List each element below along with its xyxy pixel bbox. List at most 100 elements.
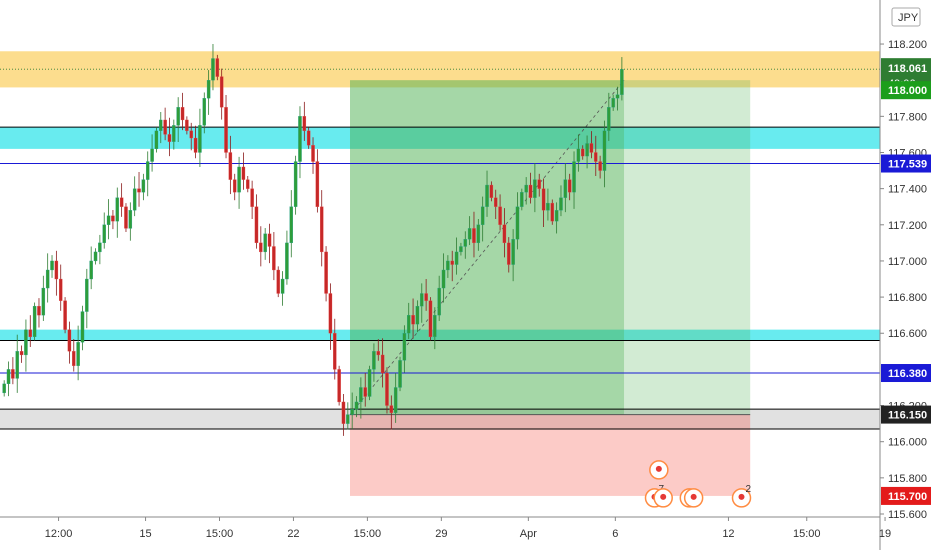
candle-body xyxy=(206,80,211,99)
candle-body xyxy=(219,76,224,108)
candle-body xyxy=(59,278,63,301)
candle-body xyxy=(63,300,67,330)
candle-body xyxy=(493,197,498,207)
x-tick-label: 15:00 xyxy=(793,528,821,540)
candle-body xyxy=(450,260,454,265)
price-label-bg xyxy=(881,81,931,100)
candle-body xyxy=(363,387,367,397)
candle-body xyxy=(202,98,206,126)
candle-body xyxy=(324,251,328,294)
candle-body xyxy=(19,351,24,356)
candle-body xyxy=(124,206,128,229)
currency-badge xyxy=(891,7,921,27)
candle-body xyxy=(541,188,546,211)
candle-body xyxy=(446,260,450,271)
candle-body xyxy=(185,119,189,131)
candle-body xyxy=(32,305,37,338)
candle-body xyxy=(428,300,433,338)
candle-body xyxy=(585,143,589,157)
price-label-bg xyxy=(881,486,931,505)
candle-body xyxy=(54,260,59,280)
y-tick-label: 116.600 xyxy=(888,328,927,340)
candle-body xyxy=(398,360,402,388)
candle-body xyxy=(298,116,302,162)
candle-body xyxy=(467,228,472,240)
candle-body xyxy=(280,278,285,294)
y-tick-label: 116.800 xyxy=(888,292,927,304)
candle-body xyxy=(254,206,259,244)
event-count: 2 xyxy=(746,484,752,495)
event-marker-dot xyxy=(690,493,697,500)
candle-body xyxy=(463,239,468,247)
candle-body xyxy=(328,293,333,334)
candle-body xyxy=(228,152,233,180)
candle-body xyxy=(132,188,137,211)
candle-body xyxy=(581,148,585,157)
candle-body xyxy=(607,107,611,131)
y-tick-label: 117.200 xyxy=(888,220,927,232)
price-label-bg xyxy=(881,405,931,424)
candle-body xyxy=(533,179,537,198)
candle-body xyxy=(193,137,198,153)
candle-body xyxy=(215,58,220,77)
candle-body xyxy=(246,179,250,189)
candle-body xyxy=(224,107,228,153)
candle-body xyxy=(150,148,154,162)
candle-body xyxy=(594,152,598,162)
candle-body xyxy=(302,116,307,131)
candle-body xyxy=(333,333,337,370)
candle-body xyxy=(620,69,624,95)
candle-body xyxy=(559,197,563,211)
price-label-bg xyxy=(881,364,931,383)
candle-body xyxy=(211,58,215,81)
x-tick-label: 15:00 xyxy=(206,528,234,540)
y-tick-label: 115.600 xyxy=(888,509,927,521)
candle-body xyxy=(76,342,80,366)
x-tick-label: 22 xyxy=(287,528,299,540)
candle-body xyxy=(546,202,550,211)
candle-body xyxy=(24,329,28,356)
candle-body xyxy=(437,287,441,316)
candle-body xyxy=(311,145,315,162)
candle-body xyxy=(589,143,594,153)
candle-body xyxy=(111,215,115,222)
candle-body xyxy=(520,192,524,207)
candle-body xyxy=(163,119,167,135)
candle-body xyxy=(459,246,463,253)
candle-body xyxy=(6,369,11,385)
candle-body xyxy=(137,188,141,193)
candle-body xyxy=(402,333,407,361)
candle-body xyxy=(319,206,324,253)
price-labels-layer: 118.06149:06118.000117.539116.380116.150… xyxy=(881,58,931,505)
x-tick-label: 12:00 xyxy=(45,528,73,540)
candle-body xyxy=(259,242,263,253)
event-marker-dot xyxy=(738,493,745,500)
candle-body xyxy=(350,409,354,415)
candle-body xyxy=(433,315,437,338)
candle-body xyxy=(507,242,511,265)
candle-body xyxy=(498,206,502,225)
candle-body xyxy=(141,179,146,193)
x-tick-label: 12 xyxy=(722,528,734,540)
candle-body xyxy=(598,161,602,171)
candle-body xyxy=(367,369,372,397)
candle-body xyxy=(154,130,159,150)
x-tick-label: 6 xyxy=(612,528,618,540)
candle-body xyxy=(41,287,46,316)
candle-body xyxy=(315,161,320,207)
candle-body xyxy=(389,405,394,413)
candle-body xyxy=(85,278,89,312)
candle-body xyxy=(15,351,19,379)
candle-body xyxy=(346,414,350,424)
candle-body xyxy=(476,224,481,244)
candle-body xyxy=(198,125,202,153)
candle-body xyxy=(602,130,607,171)
candle-body xyxy=(502,224,507,244)
candle-body xyxy=(359,387,363,403)
candle-body xyxy=(615,94,620,99)
x-tick-label: 19 xyxy=(879,528,891,540)
candle-body xyxy=(576,148,581,162)
candle-body xyxy=(45,269,50,289)
candle-body xyxy=(289,206,294,244)
